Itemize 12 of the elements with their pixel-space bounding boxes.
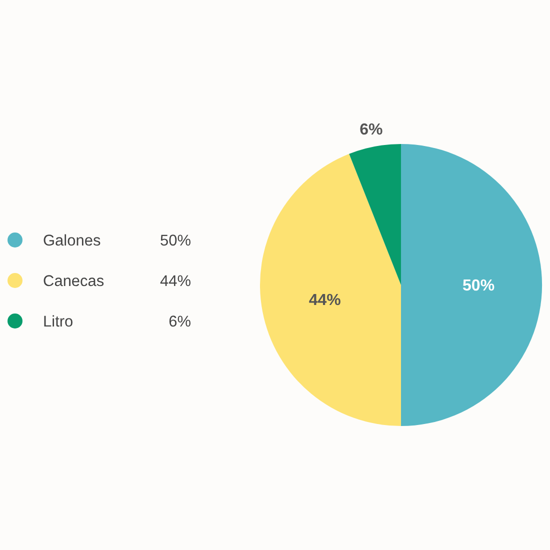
legend-label: Galones: [43, 232, 101, 250]
text: 50%: [160, 232, 191, 250]
data-label: 6%: [360, 121, 383, 138]
text: 6%: [168, 313, 191, 330]
pie-slice: [349, 144, 401, 285]
data-label: 44%: [308, 292, 341, 310]
text: 44%: [160, 272, 191, 290]
legend-label: Canecas: [43, 272, 104, 290]
pie-slice: [401, 144, 542, 426]
data-label: 50%: [462, 278, 495, 295]
pie-slice: [260, 154, 401, 426]
legend-label: Litro: [43, 313, 74, 330]
